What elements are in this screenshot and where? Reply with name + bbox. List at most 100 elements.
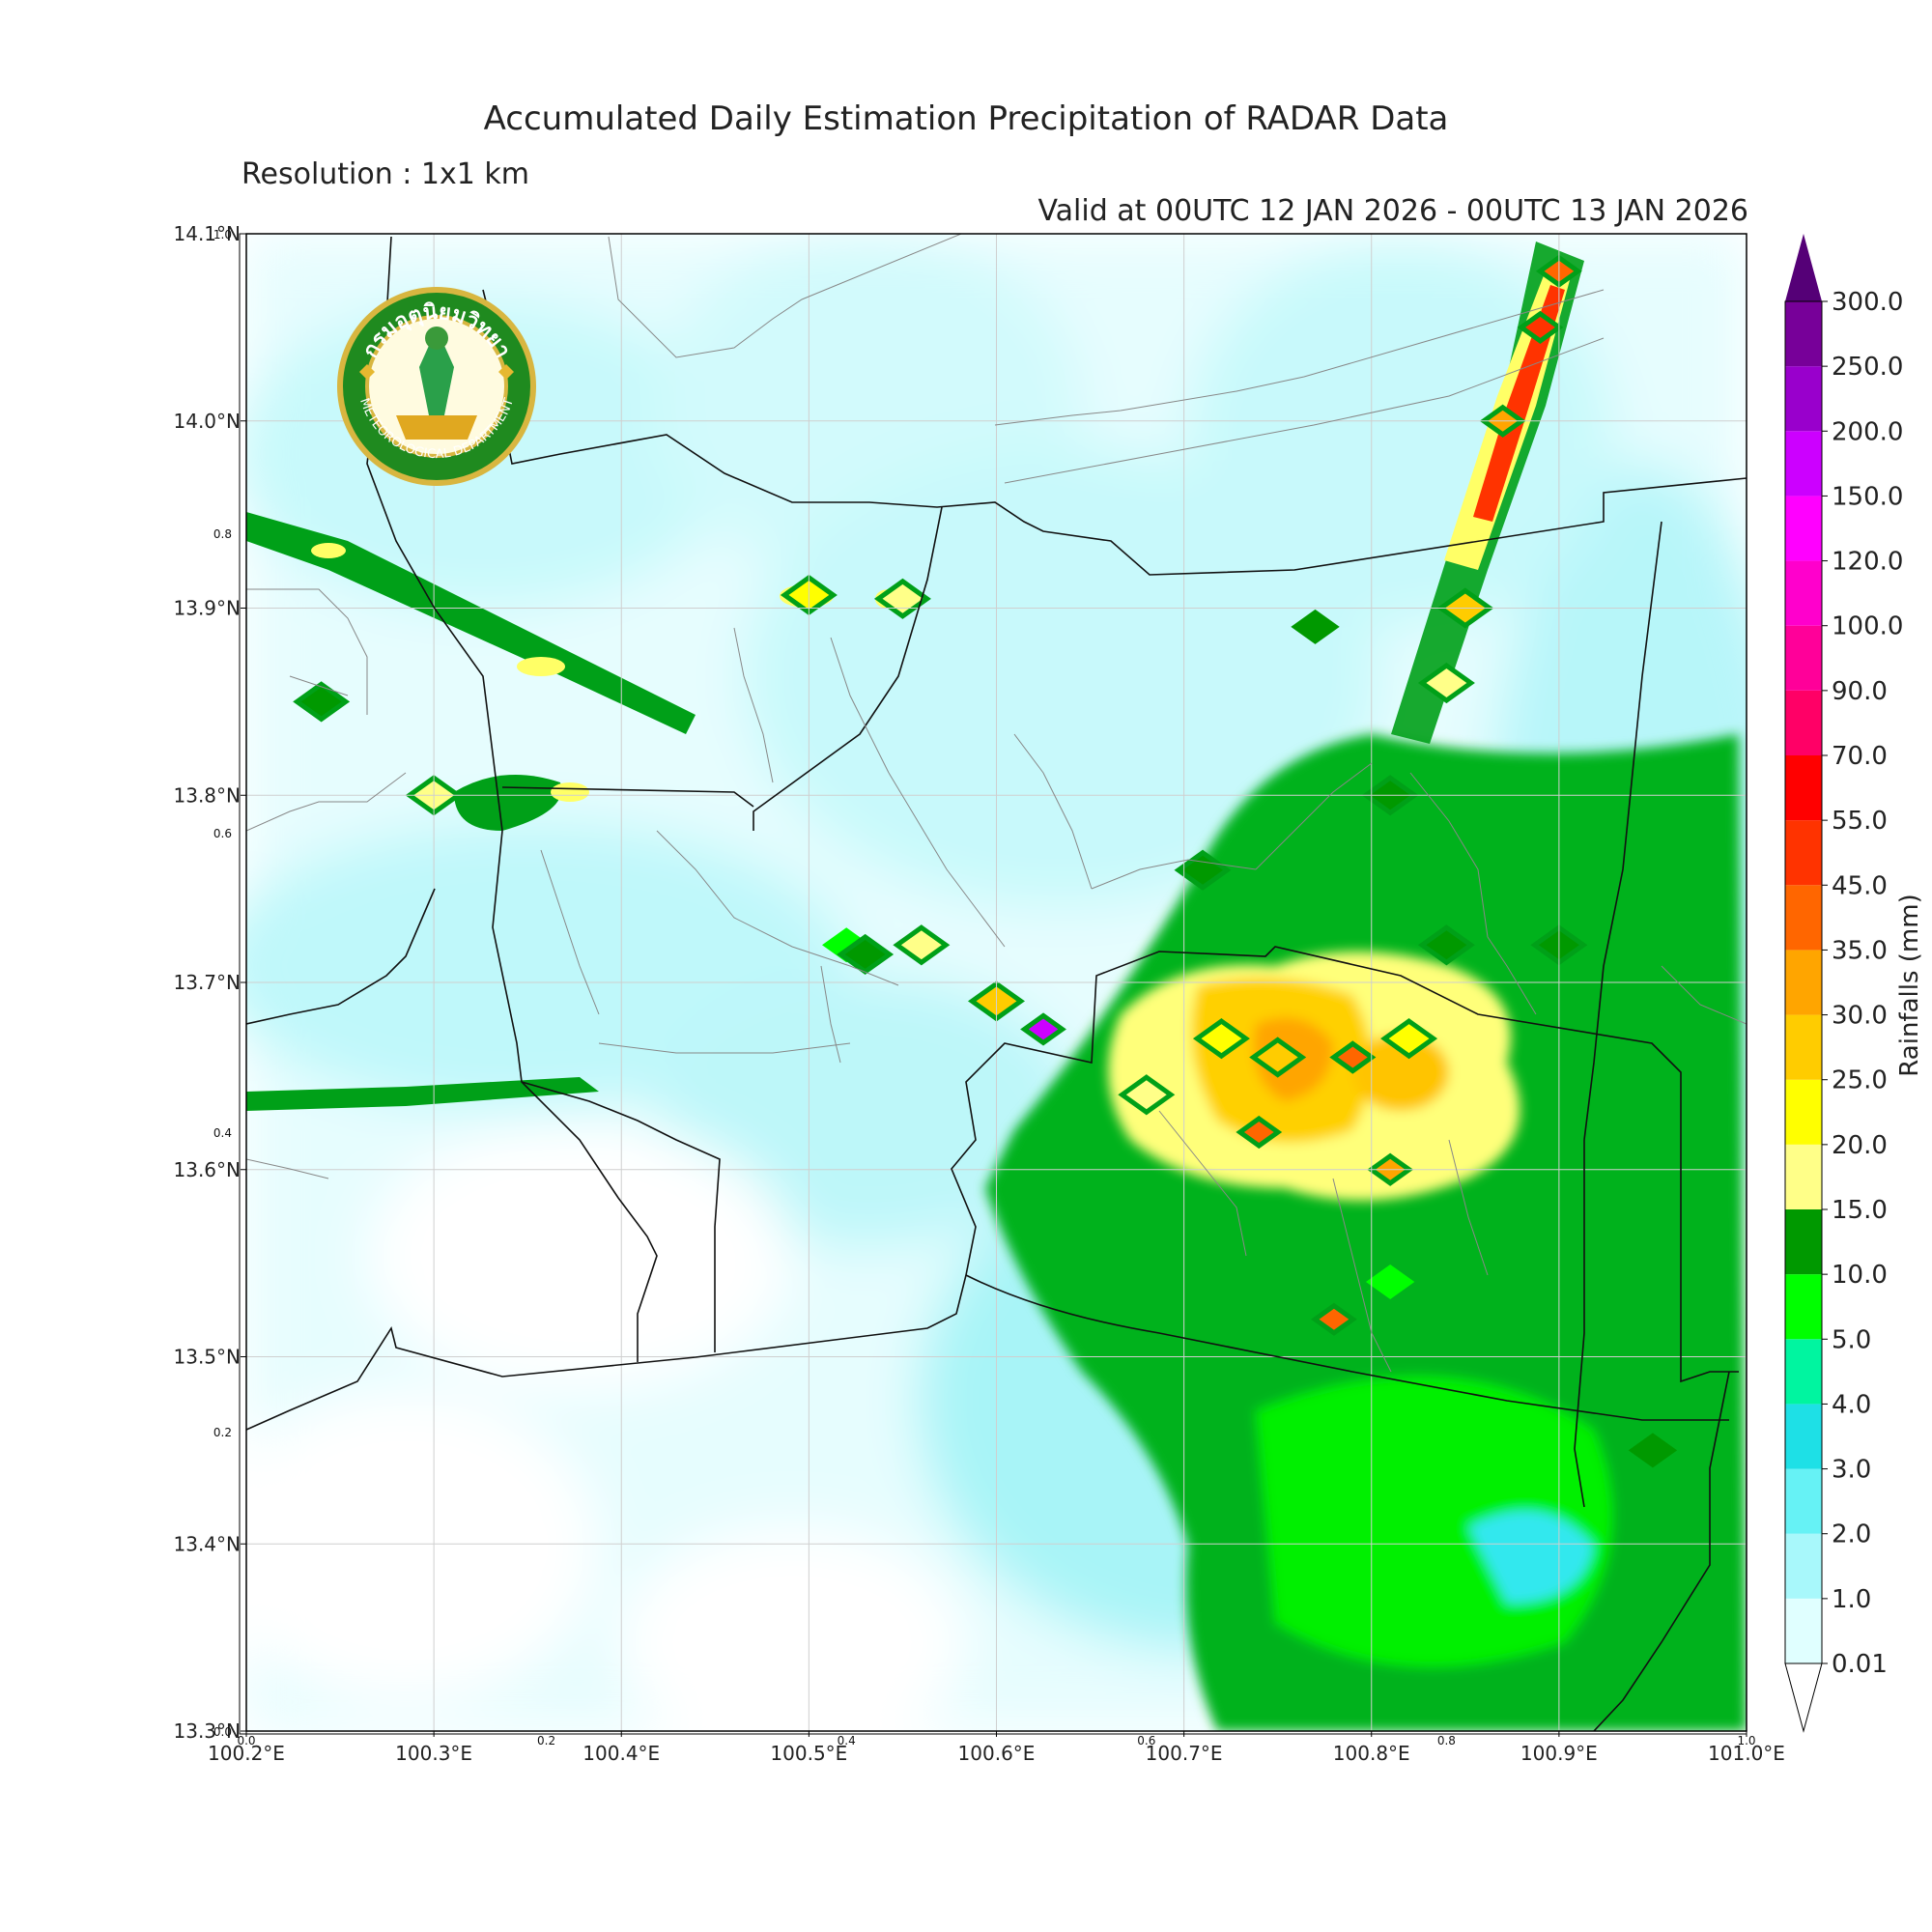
- valid-time-label: Valid at 00UTC 12 JAN 2026 - 00UTC 13 JA…: [1037, 194, 1748, 228]
- colorbar-tick-label: 30.0: [1832, 1002, 1888, 1031]
- lat-tick-label: 14.1°N: [174, 222, 242, 245]
- fraction-ticks-bottom: 0.0 0.2 0.4 0.6 0.8 1.0: [237, 1734, 1755, 1747]
- chart-title: Accumulated Daily Estimation Precipitati…: [483, 99, 1449, 138]
- colorbar-tick-label: 300.0: [1832, 288, 1903, 317]
- colorbar-segment: [1785, 950, 1822, 1015]
- frac-tick-label: 0.6: [213, 827, 232, 840]
- colorbar-tick-label: 70.0: [1832, 742, 1888, 771]
- lat-tick-label: 13.6°N: [174, 1158, 242, 1181]
- colorbar-segment: [1785, 1144, 1822, 1209]
- rain-cell: [1417, 662, 1475, 704]
- colorbar-segment: [1785, 625, 1822, 691]
- tmd-logo: กรมอุตุนิยมวิทยา METEOROLOGICAL DEPARTME…: [337, 287, 536, 486]
- lat-tick-label: 13.9°N: [174, 597, 242, 620]
- colorbar: 0.01 1.0 2.0 3.0 4.0 5.0 10.0 15.0 20.0 25.0 30.0 3…: [1784, 234, 1903, 1733]
- rain-cell: [1118, 1074, 1176, 1116]
- colorbar-segment: [1785, 1404, 1822, 1469]
- lon-tick-label: 101.0°E: [1708, 1742, 1785, 1765]
- colorbar-tick-label: 45.0: [1832, 871, 1888, 900]
- rain-cell: [893, 924, 951, 966]
- lon-tick-label: 100.6°E: [958, 1742, 1036, 1765]
- colorbar-tick-label: 35.0: [1832, 936, 1888, 965]
- colorbar-tick-label: 200.0: [1832, 417, 1903, 446]
- frac-tick-label: 0.8: [1437, 1734, 1456, 1747]
- frac-tick-label: 1.0: [213, 228, 232, 242]
- rain-cell: [1311, 1302, 1357, 1336]
- rain-cell: [1628, 1433, 1678, 1468]
- colorbar-segment: [1785, 560, 1822, 626]
- colorbar-segment: [1785, 496, 1822, 561]
- colorbar-segment: [1785, 301, 1822, 367]
- rain-cell: [128, 534, 177, 569]
- colorbar-segment: [1785, 1598, 1822, 1663]
- colorbar-segment: [1785, 1079, 1822, 1145]
- rain-cell: [1417, 924, 1475, 966]
- lat-tick-label: 13.5°N: [174, 1346, 242, 1369]
- colorbar-segment: [1785, 1468, 1822, 1534]
- rain-cell: [1329, 1040, 1377, 1074]
- frac-tick-label: 0.0: [213, 1725, 232, 1739]
- lon-tick-label: 100.4°E: [582, 1742, 660, 1765]
- rain-cell: [873, 578, 931, 619]
- lon-tick-label: 100.3°E: [395, 1742, 472, 1765]
- colorbar-tick-label: 5.0: [1832, 1325, 1871, 1354]
- rain-cell: [1236, 1115, 1283, 1150]
- colorbar-segment: [1785, 755, 1822, 821]
- colorbar-tick-label: 90.0: [1832, 677, 1888, 706]
- colorbar-segment: [1785, 1209, 1822, 1275]
- longitude-ticks: 100.2°E 100.3°E 100.4°E 100.5°E 100.6°E 100.7…: [208, 1731, 1785, 1765]
- colorbar-segment: [1785, 366, 1822, 432]
- district-lines: [246, 234, 1747, 1373]
- frac-tick-label: 0.0: [237, 1734, 255, 1747]
- heavy-rain-region: [1108, 952, 1520, 1201]
- lat-tick-label: 14.0°N: [174, 410, 242, 433]
- colorbar-tick-label: 15.0: [1832, 1196, 1888, 1225]
- nw-rain-streaks: [246, 512, 696, 1111]
- rain-cell: [1365, 1264, 1415, 1299]
- colorbar-segment: [1785, 820, 1822, 886]
- colorbar-tick-label: 250.0: [1832, 353, 1903, 382]
- colorbar-tick-label: 2.0: [1832, 1520, 1871, 1549]
- colorbar-segment: [1785, 431, 1822, 497]
- frac-tick-label: 0.2: [213, 1426, 232, 1439]
- colorbar-extend-max: [1785, 234, 1822, 301]
- lat-tick-label: 13.7°N: [174, 971, 242, 994]
- outer-frame: [239, 233, 1747, 1735]
- rain-cell: [1380, 1018, 1438, 1060]
- colorbar-tick-label: 20.0: [1832, 1131, 1888, 1160]
- rain-cell: [1517, 310, 1564, 344]
- frac-tick-label: 0.8: [213, 527, 232, 541]
- colorbar-segment: [1785, 1274, 1822, 1340]
- lon-tick-label: 100.7°E: [1146, 1742, 1223, 1765]
- colorbar-tick-label: 4.0: [1832, 1390, 1871, 1419]
- rain-cell: [1249, 1037, 1307, 1078]
- lat-tick-label: 13.3°N: [174, 1719, 242, 1743]
- lon-tick-label: 100.5°E: [770, 1742, 847, 1765]
- lon-tick-label: 100.2°E: [208, 1742, 285, 1765]
- frac-tick-label: 0.4: [213, 1126, 232, 1140]
- rain-cell: [1291, 609, 1340, 644]
- colorbar-tick-label: 0.01: [1832, 1650, 1888, 1679]
- colorbar-frame: [1784, 300, 1823, 1664]
- colorbar-label: Rainfalls (mm): [1895, 894, 1924, 1076]
- colorbar-segment: [1785, 690, 1822, 755]
- lat-tick-label: 13.8°N: [174, 783, 242, 807]
- colorbar-tick-label: 10.0: [1832, 1261, 1888, 1290]
- resolution-label: Resolution : 1x1 km: [242, 157, 529, 191]
- colorbar-segment: [1785, 1533, 1822, 1599]
- colorbar-segment: [1785, 885, 1822, 951]
- colorbar-segment: [1785, 1339, 1822, 1405]
- colorbar-tick-label: 150.0: [1832, 482, 1903, 511]
- lon-tick-label: 100.9°E: [1520, 1742, 1598, 1765]
- rain-cell: [1192, 1018, 1250, 1060]
- frac-tick-label: 0.6: [1137, 1734, 1155, 1747]
- lat-tick-label: 13.4°N: [174, 1532, 242, 1555]
- colorbar-tick-label: 120.0: [1832, 548, 1903, 577]
- latitude-ticks: 14.1°N 14.0°N 13.9°N 13.8°N 13.7°N 13.6°N 13.5…: [174, 222, 246, 1743]
- frac-tick-label: 0.2: [537, 1734, 555, 1747]
- rain-cell: [822, 927, 871, 963]
- colorbar-tick-label: 100.0: [1832, 612, 1903, 641]
- colorbar-segment: [1785, 1014, 1822, 1080]
